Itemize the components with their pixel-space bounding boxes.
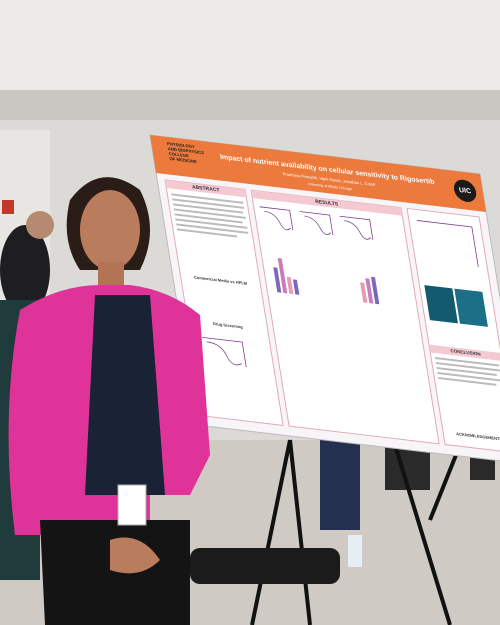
- background-legs: [320, 430, 360, 530]
- poster-header: [150, 135, 487, 212]
- top: [85, 295, 165, 495]
- bar-figure: [273, 257, 488, 327]
- background-person: [0, 225, 50, 315]
- poster-column: [406, 207, 500, 454]
- text-block: [171, 193, 500, 386]
- face: [80, 190, 140, 270]
- logo-circle: [453, 179, 477, 202]
- section-header: [428, 344, 500, 361]
- section-title: ABSTRACT: [192, 184, 221, 193]
- poster: PHYSIOLOGY AND BIOPHYSICS COLLEGE OF MED…: [149, 134, 500, 465]
- section-title: Drug Screening: [213, 321, 244, 330]
- department: COLLEGE: [168, 151, 189, 158]
- poster-tube: [190, 548, 340, 584]
- name-badge: [117, 484, 147, 526]
- pants: [40, 520, 190, 625]
- section-title: RESULTS: [315, 199, 339, 208]
- section-header: [251, 190, 403, 216]
- person: [8, 177, 211, 625]
- logo: UIC: [459, 187, 472, 195]
- section-header: [165, 179, 247, 198]
- department: AND BIOPHYSICS: [167, 146, 204, 155]
- water-bottle: [348, 535, 362, 567]
- easel-leg: [288, 439, 312, 625]
- hands: [110, 537, 160, 574]
- section-title: Commercial Media vs HPLM: [194, 275, 248, 286]
- exit-sign: [2, 200, 14, 214]
- ceiling-beam: [0, 90, 500, 120]
- poster-affiliation: University of Illinois Chicago: [308, 182, 352, 191]
- department: OF MEDICINE: [169, 156, 197, 164]
- easel-leg: [393, 444, 452, 625]
- section-title: ACKNOWLEDGEMENTS: [456, 431, 500, 441]
- ceiling: [0, 0, 500, 90]
- section-title: CONCLUSION: [450, 348, 481, 357]
- background-person: [26, 211, 54, 239]
- department: PHYSIOLOGY: [167, 141, 196, 149]
- figure: [202, 206, 479, 368]
- easel-leg: [250, 439, 292, 625]
